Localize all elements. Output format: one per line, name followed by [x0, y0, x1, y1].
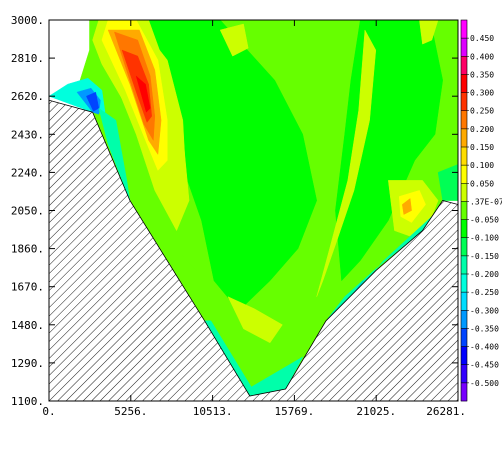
colorbar-label: 0.200	[470, 125, 494, 134]
contour-patch-green-band-center	[145, 20, 317, 312]
colorbar-swatch	[461, 92, 467, 112]
colorbar-label: -0.500	[470, 379, 499, 388]
colorbar-swatch	[461, 274, 467, 293]
colorbar-label: -0.250	[470, 288, 499, 297]
x-tick-label: 0.	[42, 405, 55, 418]
colorbar-swatch	[461, 165, 467, 184]
colorbar-swatch	[461, 183, 467, 202]
contour-patch-cyan-left-slope	[98, 107, 131, 201]
topography-mask-layer	[49, 99, 458, 401]
y-tick-label: 2810.	[11, 52, 44, 65]
colorbar-swatch	[461, 128, 467, 148]
colorbar-label: 0.400	[470, 52, 494, 61]
colorbar-swatch	[461, 56, 467, 75]
colorbar-label: 0.300	[470, 89, 494, 98]
colorbar-label: -0.100	[470, 234, 499, 243]
colorbar-label: 0.350	[470, 70, 494, 79]
colorbar-swatch	[461, 219, 467, 239]
colorbar-label: -0.150	[470, 252, 499, 261]
colorbar-frame	[460, 19, 468, 402]
topography-mask	[49, 100, 458, 401]
colorbar-swatch	[461, 20, 467, 39]
colorbar-swatch	[461, 364, 467, 384]
colorbar-swatch	[461, 255, 467, 275]
colorbar: 0.450 0.400 0.350 0.300 0.250 0.200 0.150 0.100…	[460, 19, 502, 402]
colorbar-swatch	[461, 310, 467, 329]
y-tick-label: 2050.	[11, 205, 44, 218]
contour-patch-red-core	[135, 75, 151, 113]
colorbar-swatch	[461, 346, 467, 366]
contour-patch-orange-blob-inner	[402, 198, 412, 215]
y-tick-label: 1290.	[11, 357, 44, 370]
colorbar-swatch	[461, 201, 467, 220]
y-tick-label: 2430.	[11, 128, 44, 141]
y-tick-label: 1100.	[11, 395, 44, 408]
colorbar-label: 0.150	[470, 143, 494, 152]
colorbar-swatch	[461, 237, 467, 257]
y-tick-label: 3000.	[11, 14, 44, 27]
colorbar-label: -0.200	[470, 270, 499, 279]
contour-patch-lightgreen-lower-left	[157, 230, 213, 301]
colorbar-swatch	[461, 147, 467, 166]
colorbar-label: 0.050	[470, 179, 494, 188]
x-tick-label: 15769.	[275, 405, 315, 418]
colorbar-label: 0.450	[470, 34, 494, 43]
colorbar-swatch	[461, 74, 467, 93]
contour-patch-yellow-bottom-center	[227, 296, 283, 344]
contour-patch-lightcyan-right-top	[437, 164, 458, 201]
colorbar-swatch	[461, 328, 467, 347]
contour-patch-yellow-top-right	[419, 20, 439, 45]
axis-ticks: 3000. 2810. 2620. 2430. 2240. 2050. 1860. 1670.…	[11, 14, 466, 418]
colorbar-label: 0.100	[470, 161, 494, 170]
y-tick-label: 1860.	[11, 243, 44, 256]
y-tick-label: 2240.	[11, 166, 44, 179]
x-tick-label: 21025.	[356, 405, 396, 418]
colorbar-label: -0.350	[470, 324, 499, 333]
colorbar-label: -0.300	[470, 306, 499, 315]
contour-patch-yellow-top-patch	[219, 23, 249, 57]
colorbar-swatch	[461, 292, 467, 311]
colorbar-swatch	[461, 38, 467, 57]
colorbar-swatch	[461, 382, 467, 402]
colorbar-label: -0.050	[470, 216, 499, 225]
x-tick-label: 10513.	[193, 405, 233, 418]
colorbar-label: 0.250	[470, 107, 494, 116]
colorbar-label: .37E-07	[470, 197, 502, 206]
y-tick-label: 1670.	[11, 281, 44, 294]
topography-outline	[49, 99, 458, 397]
colorbar-label: -0.450	[470, 361, 499, 370]
contour-patch-yellow-blob-inner	[398, 190, 426, 223]
x-tick-label: 5256.	[114, 405, 147, 418]
contour-patch-yellow-right-ridge	[316, 29, 377, 297]
y-tick-label: 1480.	[11, 319, 44, 332]
y-tick-label: 2620.	[11, 90, 44, 103]
colorbar-label: -0.400	[470, 343, 499, 352]
x-tick-label: 26281.	[426, 405, 466, 418]
colorbar-swatch	[461, 110, 467, 130]
